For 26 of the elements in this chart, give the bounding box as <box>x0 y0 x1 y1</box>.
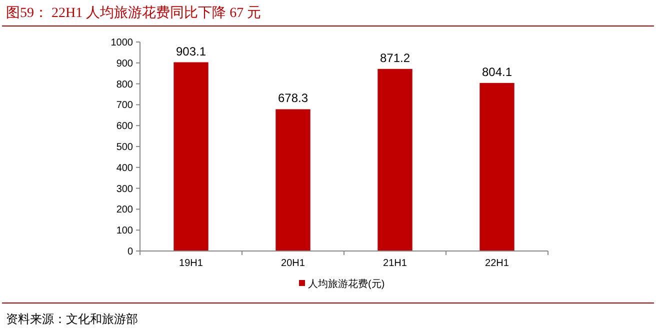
data-label: 871.2 <box>380 50 410 65</box>
y-tick-label: 200 <box>116 204 134 216</box>
data-label: 804.1 <box>482 64 512 79</box>
data-label: 903.1 <box>176 44 206 58</box>
y-tick-label: 500 <box>116 142 134 153</box>
text: 资料来源：文化和旅游部 <box>6 312 138 326</box>
y-tick-label: 100 <box>116 226 134 237</box>
y-tick-label: 1000 <box>110 38 134 48</box>
y-tick-label: 600 <box>116 121 134 132</box>
y-tick-label: 700 <box>116 100 134 112</box>
y-tick-label: 400 <box>116 162 134 174</box>
y-tick-label: 300 <box>116 184 134 195</box>
bar <box>276 109 310 251</box>
bar <box>174 62 208 251</box>
y-tick-label: 900 <box>116 58 134 70</box>
bar <box>378 68 412 251</box>
y-tick-label: 800 <box>116 79 134 90</box>
bar <box>480 82 514 251</box>
data-label: 678.3 <box>278 91 308 106</box>
x-tick-label: 22H1 <box>485 258 510 269</box>
chart-title: 图59： 22H1 人均旅游花费同比下降 67 元 <box>6 5 262 21</box>
legend-label: 人均旅游花费(元) <box>308 278 385 290</box>
y-tick-label: 0 <box>127 246 134 258</box>
x-tick-label: 21H1 <box>383 258 408 269</box>
x-tick-label: 19H1 <box>179 258 204 269</box>
x-tick-label: 20H1 <box>281 258 306 269</box>
